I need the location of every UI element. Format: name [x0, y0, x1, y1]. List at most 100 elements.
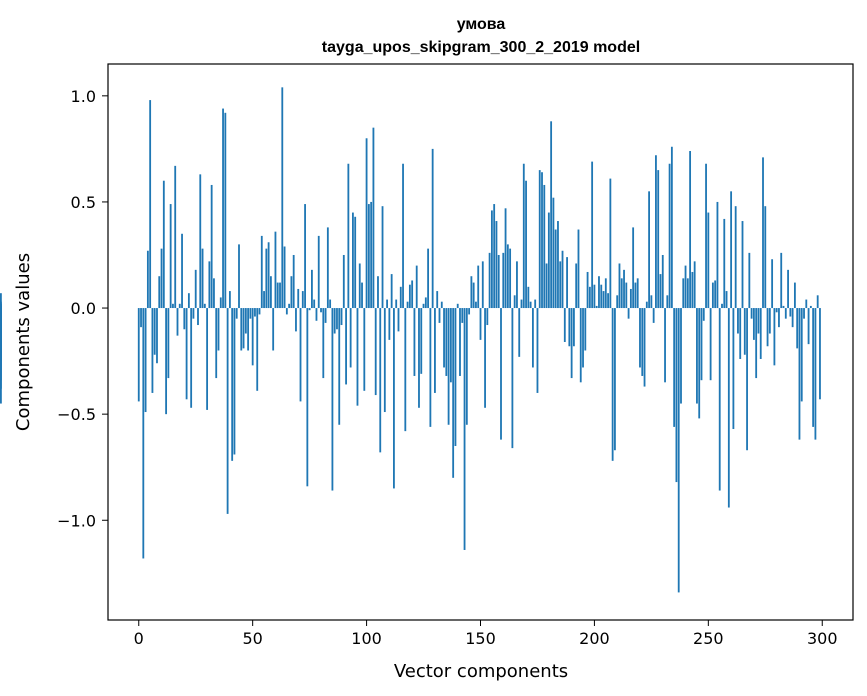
bar-129 — [431, 148, 434, 309]
y-tick-label: 1.0 — [71, 87, 96, 106]
bar-169 — [522, 163, 525, 309]
bar-103 — [372, 127, 375, 309]
bar-178 — [543, 184, 546, 309]
bar-245 — [696, 308, 698, 404]
bar-64 — [283, 246, 286, 309]
bar-137 — [449, 308, 452, 383]
bar-265 — [741, 221, 744, 309]
bar-8 — [156, 308, 158, 364]
bar-111 — [390, 274, 393, 309]
bar-25 — [194, 269, 197, 309]
bar-99 — [363, 308, 366, 391]
bar-85 — [331, 308, 334, 491]
bar-56 — [265, 248, 268, 309]
bar-52 — [256, 308, 259, 391]
bar-159 — [500, 308, 502, 440]
bar-184 — [557, 221, 559, 309]
bar-288 — [793, 282, 796, 309]
bar-273 — [759, 308, 762, 359]
bar-138 — [452, 308, 455, 478]
bar-4 — [146, 250, 149, 309]
bar-209 — [614, 308, 616, 451]
bar-73 — [304, 204, 306, 309]
bar-59 — [272, 308, 275, 351]
bar-49 — [249, 308, 252, 319]
bar-132 — [438, 308, 441, 323]
bar-24 — [192, 308, 195, 319]
bar-130 — [434, 308, 436, 393]
bar-38 — [224, 112, 227, 309]
bar-193 — [577, 229, 580, 309]
x-tick-label: 150 — [465, 629, 496, 648]
bar-241 — [686, 278, 689, 309]
bar-1 — [140, 308, 142, 328]
bar-167 — [518, 308, 521, 357]
bar-225 — [650, 295, 653, 309]
bar-6 — [151, 308, 154, 393]
bar-81 — [322, 308, 325, 379]
bar-194 — [579, 308, 582, 383]
bar-188 — [566, 257, 568, 309]
bar-0 — [137, 308, 140, 402]
bar-84 — [329, 299, 332, 309]
bar-219 — [636, 278, 639, 309]
bar-250 — [707, 212, 710, 309]
bar-233 — [668, 163, 671, 309]
bar-234 — [670, 146, 673, 309]
bar-112 — [393, 308, 395, 489]
bar-260 — [730, 191, 733, 309]
bar-127 — [427, 248, 430, 309]
bar-217 — [632, 227, 635, 309]
bar-68 — [292, 254, 295, 309]
bar-221 — [641, 308, 644, 376]
bar-42 — [233, 308, 236, 455]
bar-108 — [383, 308, 386, 413]
bar-97 — [358, 263, 361, 309]
bar-286 — [789, 308, 792, 317]
bar-18 — [178, 303, 181, 309]
bar-255 — [718, 308, 721, 491]
bar-30 — [206, 308, 209, 410]
bar-57 — [267, 242, 270, 309]
bar-268 — [748, 252, 751, 309]
bar-87 — [336, 308, 338, 330]
bar-32 — [210, 184, 213, 309]
bar-243 — [691, 271, 694, 309]
bar-271 — [755, 308, 758, 379]
bar-92 — [347, 163, 350, 309]
bar-249 — [705, 163, 707, 309]
bar-222 — [643, 308, 646, 387]
bar-14 — [169, 204, 172, 309]
bar-91 — [345, 308, 347, 385]
bar-115 — [399, 286, 402, 309]
bar-145 — [468, 308, 471, 315]
bar-62 — [279, 282, 281, 309]
bar-19 — [181, 233, 183, 309]
x-tick-label: 200 — [579, 629, 610, 648]
bar-3 — [144, 308, 147, 413]
x-axis-label: Vector components — [394, 661, 568, 682]
bar-263 — [737, 308, 739, 334]
bar-206 — [607, 293, 609, 309]
bar-202 — [598, 276, 600, 309]
bar-272 — [757, 308, 760, 334]
bar-264 — [739, 308, 742, 359]
bar-242 — [689, 151, 692, 309]
bar-83 — [326, 227, 329, 309]
bar-146 — [470, 276, 473, 309]
bar-283 — [782, 305, 785, 309]
bar-213 — [623, 269, 625, 309]
bar-168 — [520, 299, 523, 309]
bar-148 — [475, 301, 477, 309]
bar-101 — [367, 204, 370, 309]
bar-43 — [235, 308, 238, 319]
bar-39 — [226, 308, 229, 514]
bar-2 — [142, 308, 145, 559]
bar-247 — [700, 308, 703, 381]
bar-116 — [402, 163, 404, 309]
bar-196 — [584, 308, 587, 351]
bar-96 — [356, 308, 359, 406]
bar-10 — [160, 248, 163, 309]
bar-182 — [552, 197, 555, 309]
